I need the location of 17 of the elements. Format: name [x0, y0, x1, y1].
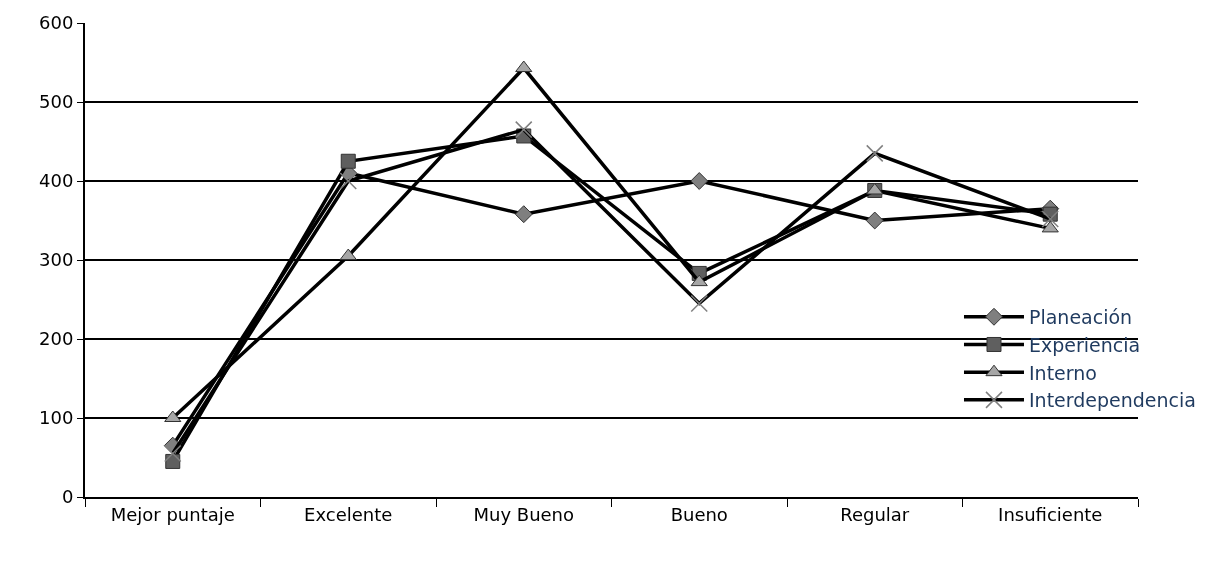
y-tick-label: 200: [39, 328, 74, 350]
x-tick-label: Bueno: [670, 503, 728, 525]
x-tick-label: Regular: [840, 503, 910, 525]
x-tick-label: Mejor puntaje: [110, 503, 235, 525]
x-tick-label: Muy Bueno: [473, 503, 575, 525]
y-tick-label: 300: [39, 249, 74, 271]
y-tick-label: 400: [39, 170, 74, 192]
x-tick-label: Excelente: [304, 503, 393, 525]
legend-label: Experiencia: [1028, 333, 1141, 356]
y-tick-label: 500: [39, 91, 74, 113]
legend-label: Planeación: [1028, 306, 1133, 329]
y-tick-label: 600: [39, 12, 74, 34]
y-tick-label: 100: [39, 407, 74, 429]
x-tick-label: Insuficiente: [998, 503, 1103, 525]
y-tick-label: 0: [61, 486, 74, 508]
legend-label: Interno: [1028, 361, 1097, 384]
legend-label: Interdependencia: [1028, 389, 1196, 412]
